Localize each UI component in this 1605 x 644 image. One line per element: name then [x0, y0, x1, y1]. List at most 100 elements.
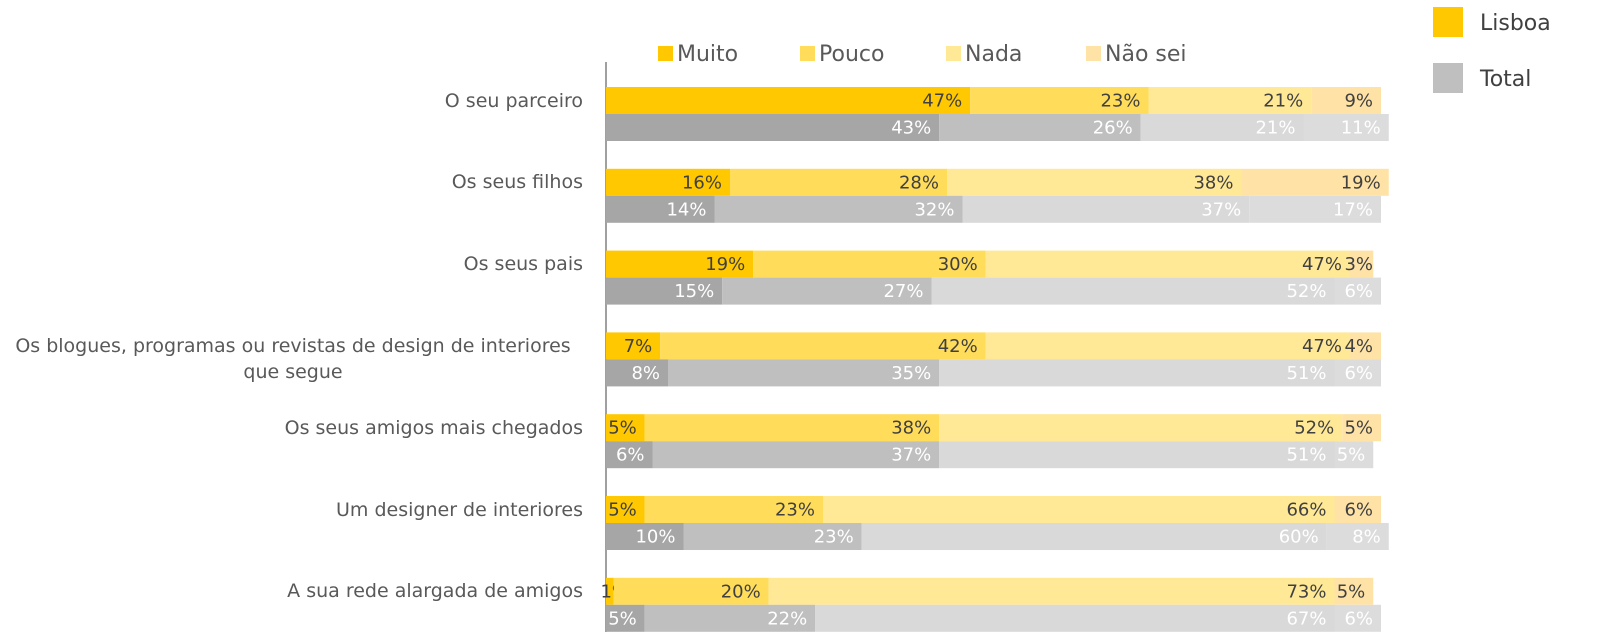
bar-segment	[606, 441, 653, 469]
bar-segment	[606, 604, 645, 632]
data-label: 22%	[767, 608, 807, 629]
bar-segment	[1241, 168, 1389, 196]
category-label: Os seus amigos mais chegados	[284, 416, 583, 439]
data-label: 5%	[608, 500, 637, 521]
legend-label: Total	[1479, 67, 1531, 92]
data-label: 4%	[1344, 336, 1373, 357]
data-label: 66%	[1286, 500, 1326, 521]
data-label: 19%	[1341, 172, 1381, 193]
bar-segment	[606, 577, 614, 605]
bar-segment	[985, 332, 1350, 360]
bar-segment	[1334, 577, 1374, 605]
data-label: 37%	[1201, 199, 1241, 220]
data-label: 26%	[1093, 118, 1133, 139]
data-label: 21%	[1255, 118, 1295, 139]
bar-segment	[768, 577, 1335, 605]
bar-segment	[606, 250, 754, 278]
legend-label: Nada	[965, 42, 1022, 67]
data-label: 73%	[1286, 581, 1326, 602]
bar-segment	[644, 604, 816, 632]
data-label: 5%	[608, 418, 637, 439]
data-label: 6%	[1344, 500, 1373, 521]
data-label: 27%	[883, 281, 923, 302]
data-label: 6%	[1344, 608, 1373, 629]
data-label: 47%	[1302, 336, 1342, 357]
legend-swatch	[946, 46, 961, 61]
bar-segment	[753, 250, 986, 278]
data-label: 47%	[1302, 254, 1342, 275]
bar-segment	[1148, 87, 1312, 114]
legend-label: Lisboa	[1480, 11, 1551, 36]
bar-segment	[1326, 523, 1389, 550]
bar-segment	[939, 441, 1335, 469]
data-label: 37%	[891, 445, 931, 466]
bar-segment	[730, 168, 947, 196]
data-label: 6%	[1344, 363, 1373, 384]
data-label: 5%	[1344, 418, 1373, 439]
data-label: 52%	[1294, 418, 1334, 439]
bar-segment	[1334, 277, 1381, 305]
bar-segment	[606, 114, 940, 141]
data-label: 11%	[1341, 118, 1381, 139]
bar-segment	[985, 250, 1350, 278]
data-label: 21%	[1263, 91, 1303, 112]
bar-segment	[1334, 496, 1381, 523]
data-label: 8%	[1352, 527, 1381, 548]
bar-segment	[644, 414, 940, 442]
bar-segment	[1303, 114, 1389, 141]
bar-segment	[660, 332, 986, 360]
data-label: 30%	[938, 254, 978, 275]
category-label: O seu parceiro	[444, 89, 583, 112]
data-label: 5%	[608, 608, 637, 629]
category-label: Os seus pais	[463, 253, 583, 276]
bar-segment	[606, 277, 723, 305]
bar-segment	[606, 87, 971, 114]
bar-segment	[722, 277, 932, 305]
data-label: 38%	[1193, 172, 1233, 193]
bar-segment	[1334, 441, 1374, 469]
data-label: 14%	[666, 199, 706, 220]
data-label: 20%	[721, 581, 761, 602]
data-label: 5%	[1337, 581, 1366, 602]
data-label: 17%	[1333, 199, 1373, 220]
legend-label: Não sei	[1105, 42, 1187, 67]
bar-segment	[1311, 87, 1381, 114]
data-label: 6%	[616, 445, 645, 466]
data-label: 52%	[1286, 281, 1326, 302]
bar-segment	[1350, 332, 1381, 360]
bar-segment	[815, 604, 1335, 632]
bar-segment	[613, 577, 769, 605]
data-label: 23%	[814, 527, 854, 548]
bar-segment	[606, 195, 715, 223]
data-label: 6%	[1344, 281, 1373, 302]
data-label: 9%	[1344, 91, 1373, 112]
bar-segment	[606, 523, 684, 550]
bar-segment	[1249, 195, 1381, 223]
data-label: 43%	[891, 118, 931, 139]
data-label: 42%	[938, 336, 978, 357]
data-label: 51%	[1286, 363, 1326, 384]
data-label: 19%	[705, 254, 745, 275]
data-label: 35%	[891, 363, 931, 384]
data-label: 7%	[624, 336, 653, 357]
legend-swatch	[1086, 46, 1101, 61]
data-label: 5%	[1337, 445, 1366, 466]
data-label: 23%	[775, 500, 815, 521]
category-label: Os blogues, programas ou revistas de des…	[15, 334, 571, 383]
data-label: 32%	[914, 199, 954, 220]
legend-swatch	[658, 46, 673, 61]
data-label: 8%	[631, 363, 660, 384]
category-label: Um designer de interiores	[336, 498, 583, 521]
bar-segment	[823, 496, 1335, 523]
bar-segment	[1334, 359, 1381, 387]
data-label: 10%	[635, 527, 675, 548]
data-label: 38%	[891, 418, 931, 439]
bar-segment	[652, 441, 940, 469]
data-label: 16%	[682, 172, 722, 193]
bar-segment	[931, 277, 1335, 305]
bar-segment	[644, 496, 823, 523]
bar-segment	[1350, 250, 1374, 278]
bar-segment	[970, 87, 1149, 114]
